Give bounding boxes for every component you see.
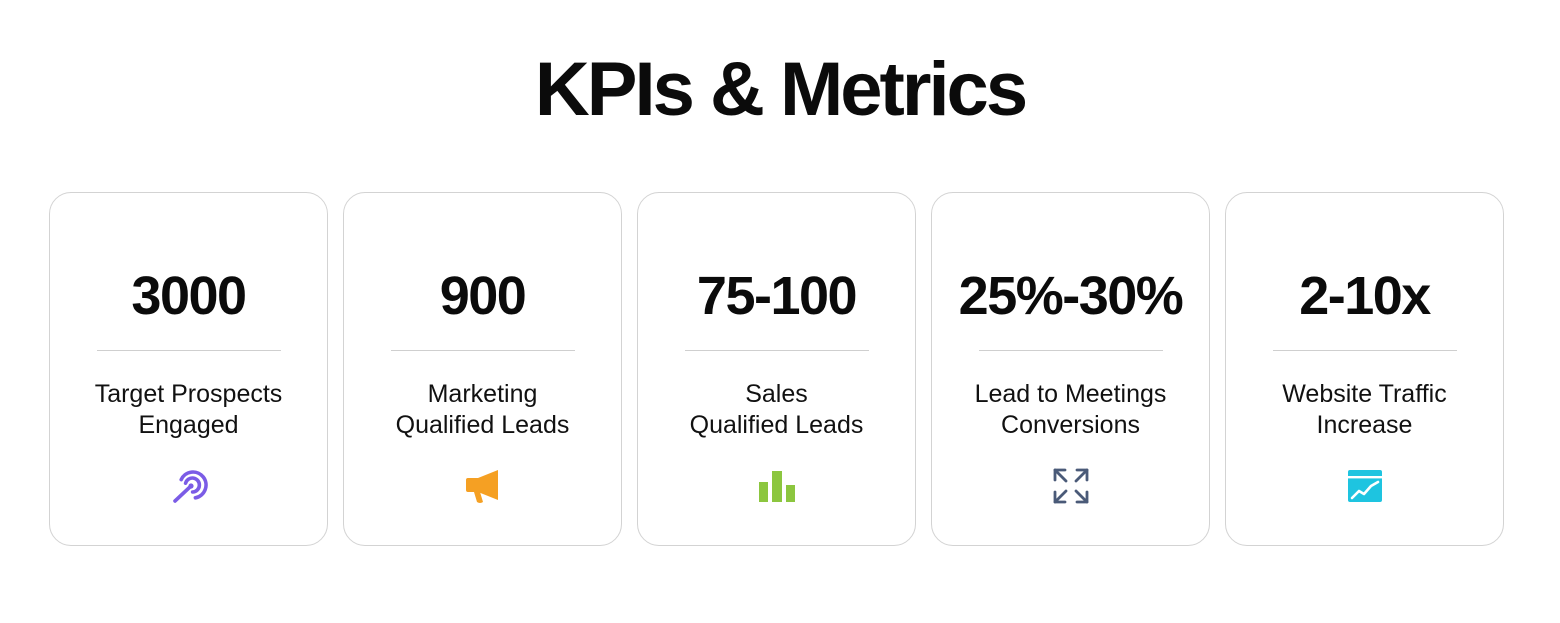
kpi-label-line1: Target Prospects <box>94 380 283 408</box>
kpi-value: 3000 <box>131 266 247 326</box>
kpi-label-line2: Qualified Leads <box>395 411 570 439</box>
kpi-label: Target Prospects Engaged <box>50 379 327 441</box>
kpi-cards: 3000 Target Prospects Engaged 900 Market… <box>49 192 1504 546</box>
kpi-label-line1: Lead to Meetings <box>974 380 1167 408</box>
divider <box>97 350 281 351</box>
kpi-label-line2: Qualified Leads <box>689 411 864 439</box>
target-arrow-icon <box>170 467 208 505</box>
kpi-label-line2: Increase <box>1316 411 1413 439</box>
kpi-label-line1: Website Traffic <box>1282 380 1447 408</box>
kpi-label: Marketing Qualified Leads <box>344 379 621 441</box>
kpi-value: 75-100 <box>696 266 858 326</box>
kpi-label: Lead to Meetings Conversions <box>932 379 1209 441</box>
bar-chart-icon <box>758 467 796 505</box>
kpi-card-website-traffic: 2-10x Website Traffic Increase <box>1225 192 1504 546</box>
kpi-label-line2: Engaged <box>138 411 239 439</box>
expand-arrows-icon <box>1052 467 1090 505</box>
kpi-label: Sales Qualified Leads <box>638 379 915 441</box>
kpi-card-marketing-qualified-leads: 900 Marketing Qualified Leads <box>343 192 622 546</box>
kpi-card-lead-to-meetings: 25%-30% Lead to Meetings Conversions <box>931 192 1210 546</box>
kpi-label-line1: Marketing <box>427 380 538 408</box>
kpi-card-sales-qualified-leads: 75-100 Sales Qualified Leads <box>637 192 916 546</box>
divider <box>685 350 869 351</box>
divider <box>391 350 575 351</box>
page-title: KPIs & Metrics <box>534 47 1028 132</box>
kpi-label-line1: Sales <box>745 380 808 408</box>
kpi-label-line2: Conversions <box>1001 411 1140 439</box>
megaphone-icon <box>464 467 502 505</box>
divider <box>979 350 1163 351</box>
kpi-value: 25%-30% <box>958 266 1184 326</box>
traffic-chart-icon <box>1346 467 1384 505</box>
divider <box>1273 350 1457 351</box>
kpi-card-target-prospects: 3000 Target Prospects Engaged <box>49 192 328 546</box>
kpi-value: 2-10x <box>1299 266 1431 326</box>
kpi-value: 900 <box>439 266 527 326</box>
kpi-label: Website Traffic Increase <box>1226 379 1503 441</box>
